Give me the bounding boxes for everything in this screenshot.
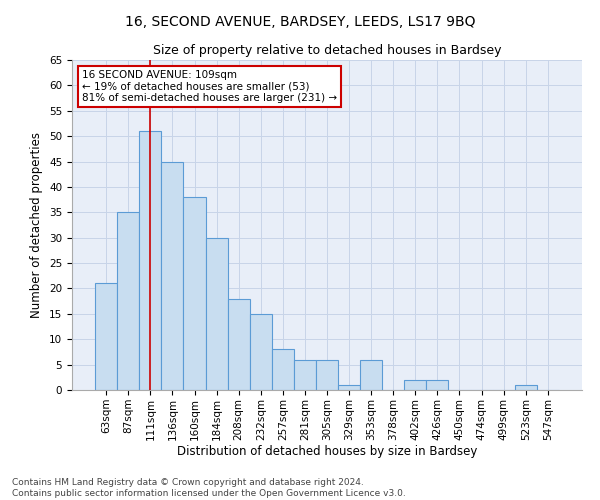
Bar (161, 162, 184, 390)
Bar (338, 385, 360, 390)
Bar (117, 212, 139, 390)
Bar (404, 380, 427, 390)
Text: 16 SECOND AVENUE: 109sqm
← 19% of detached houses are smaller (53)
81% of semi-d: 16 SECOND AVENUE: 109sqm ← 19% of detach… (82, 70, 337, 103)
Bar (272, 350, 294, 390)
Bar (184, 197, 206, 390)
Bar (250, 314, 272, 390)
Bar (360, 360, 382, 390)
Bar (227, 298, 250, 390)
Bar (294, 360, 316, 390)
Bar (316, 360, 338, 390)
Bar (206, 238, 227, 390)
Y-axis label: Number of detached properties: Number of detached properties (31, 132, 43, 318)
Text: Contains HM Land Registry data © Crown copyright and database right 2024.
Contai: Contains HM Land Registry data © Crown c… (12, 478, 406, 498)
Bar (95, 284, 117, 390)
X-axis label: Distribution of detached houses by size in Bardsey: Distribution of detached houses by size … (177, 446, 477, 458)
Bar (427, 380, 448, 390)
Title: Size of property relative to detached houses in Bardsey: Size of property relative to detached ho… (153, 44, 501, 58)
Bar (515, 385, 537, 390)
Text: 16, SECOND AVENUE, BARDSEY, LEEDS, LS17 9BQ: 16, SECOND AVENUE, BARDSEY, LEEDS, LS17 … (125, 15, 475, 29)
Bar (139, 131, 161, 390)
